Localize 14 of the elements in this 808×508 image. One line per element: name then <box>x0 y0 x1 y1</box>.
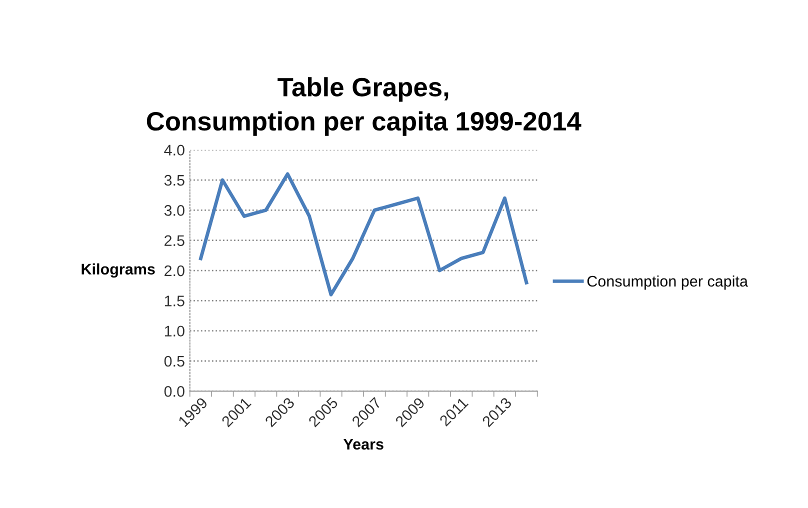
x-axis-title: Years <box>343 439 384 450</box>
y-tick-label: 2.0 <box>164 265 184 276</box>
y-tick-label: 1.5 <box>164 296 184 306</box>
y-axis-title: Kilograms <box>82 263 155 278</box>
y-tick-label: 1.0 <box>164 326 184 337</box>
y-tick-label: 2.5 <box>164 235 184 246</box>
line-series <box>199 172 528 296</box>
legend-label: Consumption per capita <box>587 275 748 290</box>
y-tick-label: 3.0 <box>164 205 184 216</box>
y-tick-label: 0.0 <box>164 386 184 397</box>
y-tick-label: 0.5 <box>164 356 184 367</box>
y-tick-label: 4.0 <box>164 144 184 156</box>
chart-title: Table Grapes, Consumption per capita 1999-2014 <box>146 77 582 136</box>
y-tick-label: 3.5 <box>164 174 184 186</box>
